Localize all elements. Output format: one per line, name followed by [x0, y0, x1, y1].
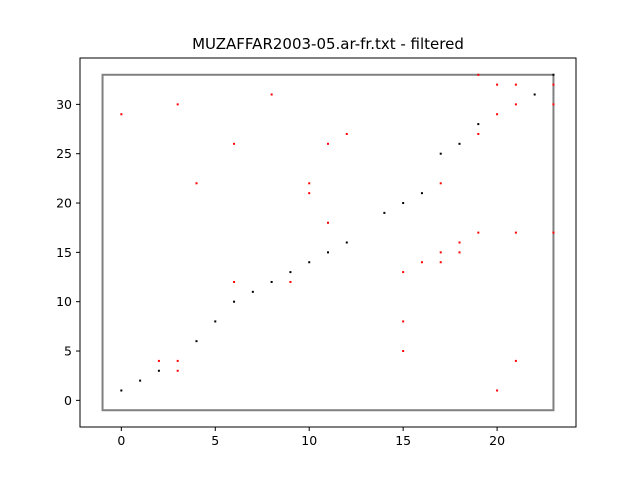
data-point-black: [233, 300, 236, 303]
data-point-black: [477, 123, 480, 126]
data-point-red: [270, 93, 273, 96]
data-point-red: [514, 83, 517, 86]
data-point-red: [308, 182, 311, 185]
data-point-black: [552, 73, 555, 76]
y-tick-label: 20: [56, 196, 72, 211]
x-tick-label: 15: [395, 433, 411, 448]
data-point-black: [439, 152, 442, 155]
y-tick-label: 30: [56, 97, 72, 112]
data-point-red: [477, 132, 480, 135]
data-point-red: [458, 251, 461, 254]
data-point-red: [195, 182, 198, 185]
data-point-black: [402, 202, 405, 205]
data-point-black: [345, 241, 348, 244]
plot-area: 0 5 10 15 20 0 5 10 15 20 25 30: [56, 57, 577, 448]
data-point-red: [120, 113, 123, 116]
data-point-red: [420, 261, 423, 264]
data-point-red: [157, 359, 160, 362]
data-point-red: [496, 113, 499, 116]
data-point-black: [251, 290, 254, 293]
data-point-black: [289, 271, 292, 274]
data-point-red: [439, 182, 442, 185]
data-point-red: [514, 103, 517, 106]
data-point-red: [496, 83, 499, 86]
data-point-red: [327, 221, 329, 224]
bounding-rectangle: [101, 73, 555, 412]
data-point-red: [308, 192, 311, 195]
y-tick-label: 0: [64, 393, 72, 408]
data-point-red: [439, 251, 442, 254]
data-point-red: [289, 280, 292, 283]
data-point-black: [270, 280, 273, 283]
x-tick-label: 5: [211, 433, 219, 448]
data-point-red: [439, 261, 442, 264]
data-point-black: [420, 192, 423, 195]
data-point-red: [496, 389, 499, 392]
y-tick-label: 25: [56, 146, 72, 161]
x-tick-label: 20: [489, 433, 505, 448]
data-point-black: [533, 93, 536, 96]
data-point-black: [383, 211, 386, 214]
y-tick-label: 15: [56, 245, 72, 260]
data-point-red: [552, 103, 555, 106]
data-point-red: [233, 280, 236, 283]
x-tick-label: 0: [117, 433, 125, 448]
data-point-red: [176, 103, 179, 106]
data-point-red: [233, 142, 236, 145]
data-point-black: [327, 251, 329, 254]
y-tick-label: 10: [56, 294, 72, 309]
data-point-red: [552, 83, 555, 86]
data-point-black: [139, 379, 142, 382]
data-point-red: [176, 369, 179, 372]
data-point-black: [157, 369, 160, 372]
y-tick-label: 5: [64, 344, 72, 359]
data-point-red: [402, 320, 405, 323]
data-point-black: [458, 142, 461, 145]
data-point-black: [308, 261, 311, 264]
axes-frame: [79, 57, 577, 428]
data-point-red: [477, 73, 480, 76]
chart-title: MUZAFFAR2003-05.ar-fr.txt - filtered: [192, 35, 464, 53]
data-point-red: [552, 231, 555, 234]
data-point-red: [402, 350, 405, 353]
data-point-red: [514, 231, 517, 234]
data-point-black: [195, 340, 198, 343]
data-point-black: [214, 320, 217, 323]
data-point-black: [120, 389, 123, 392]
data-point-red: [327, 142, 329, 145]
data-point-red: [477, 231, 480, 234]
data-point-red: [514, 359, 517, 362]
data-point-red: [402, 271, 405, 274]
data-point-red: [345, 132, 348, 135]
data-point-red: [458, 241, 461, 244]
x-tick-label: 10: [301, 433, 317, 448]
data-point-red: [176, 359, 179, 362]
